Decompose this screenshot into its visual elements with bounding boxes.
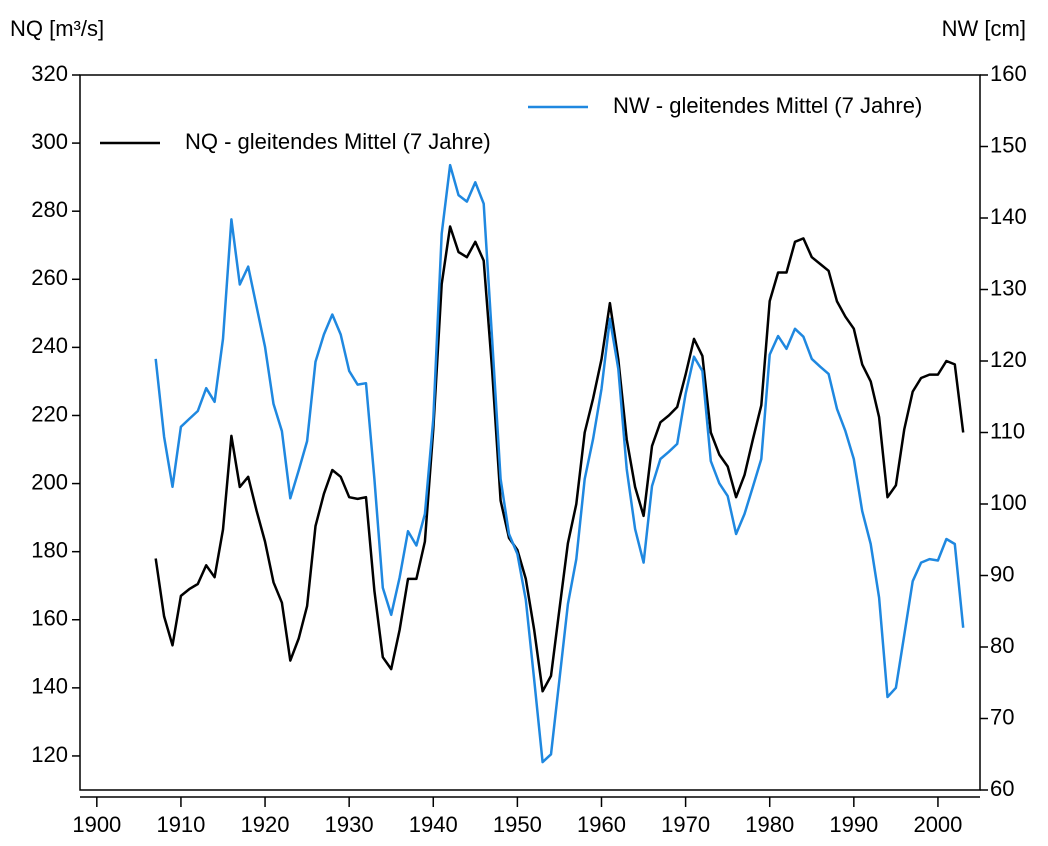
x-tick-label: 1970 [661,812,710,837]
series-line [154,163,965,764]
x-tick-label: 1940 [409,812,458,837]
x-tick-label: 1920 [241,812,290,837]
y-tick-label: 280 [31,197,68,222]
x-tick-label: 1910 [156,812,205,837]
y-tick-label: 160 [31,606,68,631]
y2-tick-label: 100 [990,490,1027,515]
x-tick-label: 1930 [325,812,374,837]
y2-tick-label: 110 [990,418,1025,443]
y-tick-label: 220 [31,401,68,426]
x-tick-label: 1900 [72,812,121,837]
y-tick-label: 260 [31,265,68,290]
y2-tick-label: 140 [990,204,1027,229]
y-tick-label: 320 [31,61,68,86]
x-tick-label: 1950 [493,812,542,837]
y2-tick-label: 80 [990,633,1014,658]
y-tick-label: 120 [31,742,68,767]
x-tick-label: 1960 [577,812,626,837]
y-tick-label: 240 [31,333,68,358]
series-line [154,225,965,693]
y2-tick-label: 120 [990,347,1027,372]
y-tick-label: 300 [31,129,68,154]
y2-tick-label: 90 [990,561,1014,586]
legend-label: NW - gleitendes Mittel (7 Jahre) [613,93,922,118]
x-tick-label: 1980 [745,812,794,837]
y2-tick-label: 70 [990,704,1014,729]
y2-tick-label: 150 [990,132,1027,157]
x-tick-label: 2000 [913,812,962,837]
x-tick-label: 1990 [829,812,878,837]
y-axis-title: NQ [m³/s] [10,16,104,41]
y2-axis-title: NW [cm] [942,16,1026,41]
y-tick-label: 200 [31,469,68,494]
y-tick-label: 180 [31,537,68,562]
legend-label: NQ - gleitendes Mittel (7 Jahre) [185,129,491,154]
y2-tick-label: 60 [990,776,1014,801]
y2-tick-label: 160 [990,61,1027,86]
y-tick-label: 140 [31,674,68,699]
y2-tick-label: 130 [990,275,1027,300]
